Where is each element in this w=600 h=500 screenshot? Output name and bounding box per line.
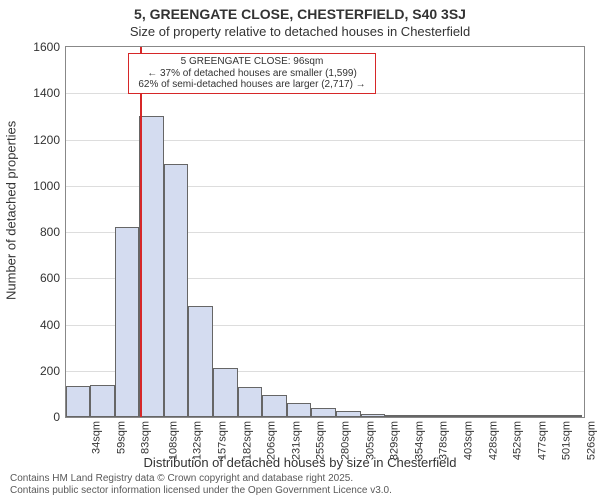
- y-tick-label: 800: [40, 225, 60, 239]
- y-tick-label: 400: [40, 318, 60, 332]
- histogram-bar: [115, 227, 139, 417]
- annotation-line-2: ← 37% of detached houses are smaller (1,…: [135, 68, 369, 80]
- histogram-bar: [262, 395, 287, 417]
- histogram-bar: [287, 403, 311, 417]
- histogram-bar: [90, 385, 115, 417]
- y-tick-label: 1600: [33, 40, 60, 54]
- x-tick-label: 231sqm: [291, 417, 303, 460]
- figure: 5, GREENGATE CLOSE, CHESTERFIELD, S40 3S…: [0, 0, 600, 500]
- y-tick-label: 1000: [33, 179, 60, 193]
- y-tick-label: 600: [40, 271, 60, 285]
- annotation-line-1: 5 GREENGATE CLOSE: 96sqm: [135, 56, 369, 68]
- x-tick-label: 132sqm: [192, 417, 204, 460]
- histogram-bar: [66, 386, 90, 417]
- x-tick-label: 34sqm: [91, 417, 103, 454]
- plot-area: 0200400600800100012001400160034sqm59sqm8…: [65, 46, 585, 418]
- histogram-bar: [238, 387, 262, 417]
- x-tick-label: 329sqm: [389, 417, 401, 460]
- x-tick-label: 108sqm: [168, 417, 180, 460]
- histogram-bar: [139, 116, 164, 417]
- x-tick-label: 280sqm: [340, 417, 352, 460]
- footer-line-1: Contains HM Land Registry data © Crown c…: [10, 473, 392, 485]
- histogram-bar: [311, 408, 336, 417]
- chart-title-main: 5, GREENGATE CLOSE, CHESTERFIELD, S40 3S…: [0, 6, 600, 22]
- x-tick-label: 452sqm: [512, 417, 524, 460]
- x-tick-label: 305sqm: [365, 417, 377, 460]
- chart-title-sub: Size of property relative to detached ho…: [0, 24, 600, 39]
- histogram-bar: [164, 164, 188, 417]
- x-tick-label: 526sqm: [586, 417, 598, 460]
- y-tick-label: 1400: [33, 86, 60, 100]
- annotation-line-3: 62% of semi-detached houses are larger (…: [135, 79, 369, 91]
- x-tick-label: 206sqm: [266, 417, 278, 460]
- x-tick-label: 83sqm: [140, 417, 152, 454]
- footer-line-2: Contains public sector information licen…: [10, 485, 392, 497]
- x-tick-label: 255sqm: [315, 417, 327, 460]
- x-tick-label: 501sqm: [561, 417, 573, 460]
- x-tick-label: 182sqm: [242, 417, 254, 460]
- x-tick-label: 378sqm: [438, 417, 450, 460]
- y-tick-label: 0: [53, 410, 60, 424]
- annotation-box: 5 GREENGATE CLOSE: 96sqm ← 37% of detach…: [128, 53, 376, 94]
- histogram-bar: [213, 368, 238, 417]
- x-tick-label: 59sqm: [116, 417, 128, 454]
- y-tick-label: 200: [40, 364, 60, 378]
- footer-attribution: Contains HM Land Registry data © Crown c…: [10, 473, 392, 496]
- histogram-bar: [188, 306, 213, 417]
- reference-line: [140, 47, 142, 417]
- x-axis-label: Distribution of detached houses by size …: [0, 455, 600, 470]
- x-tick-label: 354sqm: [414, 417, 426, 460]
- x-tick-label: 428sqm: [488, 417, 500, 460]
- y-tick-label: 1200: [33, 133, 60, 147]
- x-tick-label: 403sqm: [463, 417, 475, 460]
- y-axis-label: Number of detached properties: [2, 0, 20, 420]
- x-tick-label: 477sqm: [537, 417, 549, 460]
- x-tick-label: 157sqm: [217, 417, 229, 460]
